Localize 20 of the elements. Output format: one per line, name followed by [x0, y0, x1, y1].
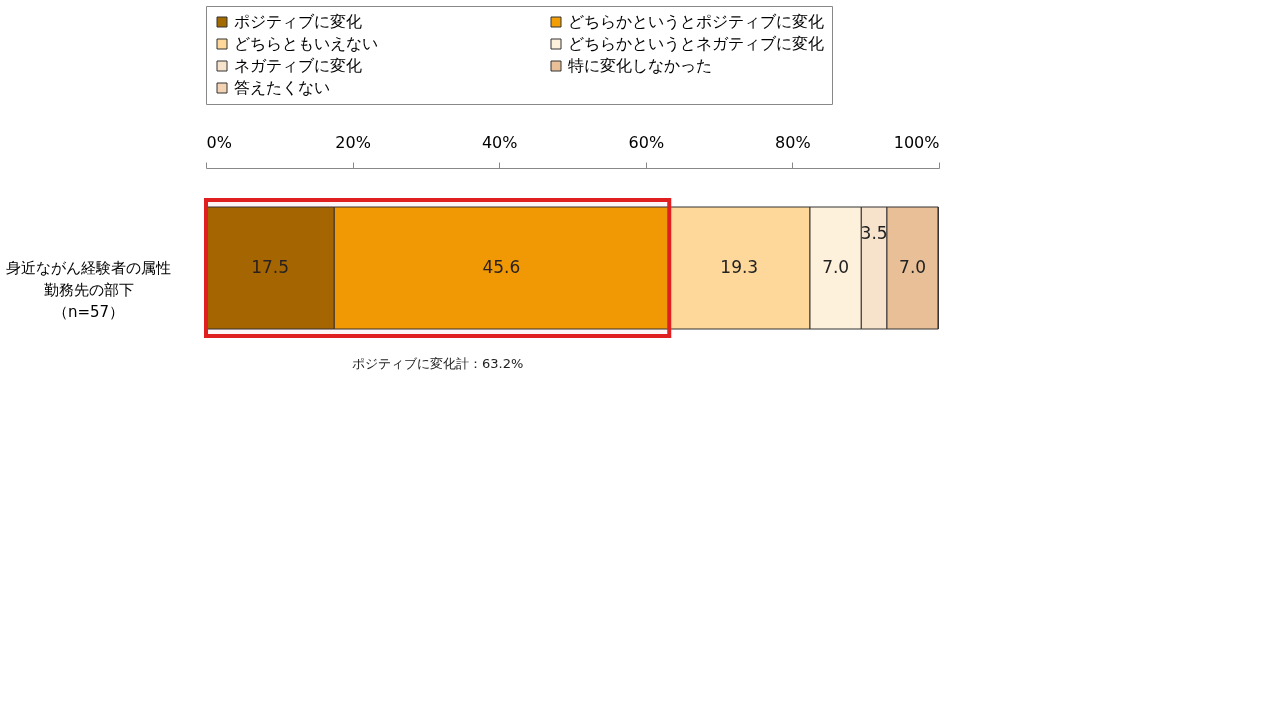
legend-label: ネガティブに変化	[234, 56, 362, 75]
legend-label: どちらかというとネガティブに変化	[568, 34, 824, 53]
x-tick-label: 60%	[628, 132, 665, 152]
band-label: ポジティブに変化計：63.2%	[351, 356, 524, 371]
legend-label: 答えたくない	[234, 78, 330, 97]
x-tick-label: 0%	[206, 132, 232, 152]
legend-label: どちらかというとポジティブに変化	[568, 12, 824, 31]
x-tick-label: 40%	[481, 132, 518, 152]
data-label: 17.5	[251, 257, 290, 277]
x-tick-label: 20%	[335, 132, 371, 152]
legend-label: ポジティブに変化	[234, 12, 362, 31]
data-label: 7.0	[899, 257, 927, 277]
legend-label: 特に変化しなかった	[568, 56, 712, 75]
y-tick-label: 身近ながん経験者の属性勤務先の部下（n=57）	[6, 259, 171, 321]
data-label: 19.3	[720, 257, 759, 277]
data-label: 45.6	[482, 257, 521, 277]
x-tick-label: 80%	[775, 132, 811, 152]
data-label: 7.0	[822, 257, 850, 277]
legend-label: どちらともいえない	[234, 34, 378, 53]
x-tick-label: 100%	[893, 132, 940, 152]
